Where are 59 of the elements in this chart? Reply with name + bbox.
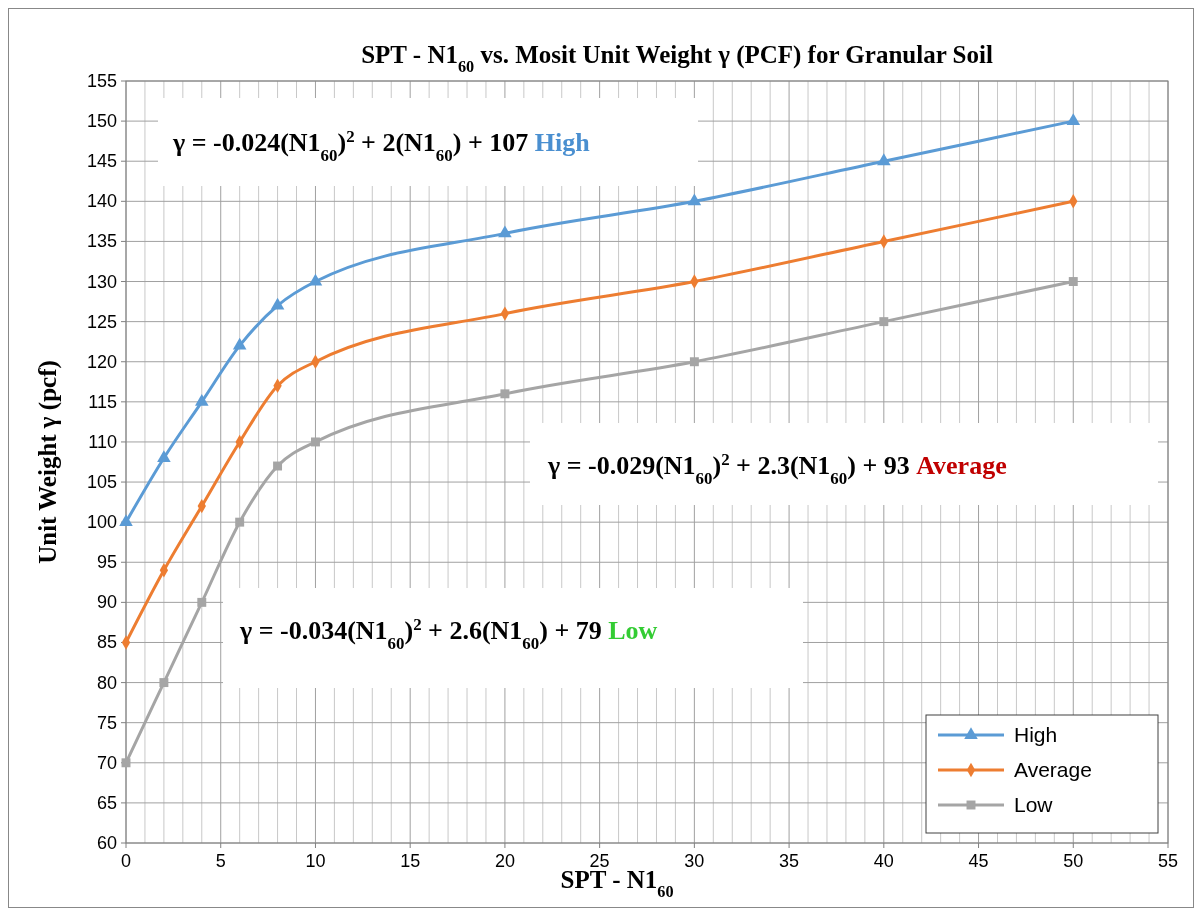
- y-tick-label: 135: [86, 231, 117, 252]
- point: [689, 357, 699, 367]
- point: [308, 273, 323, 286]
- point: [194, 393, 209, 406]
- y-tick-label: 110: [88, 431, 117, 452]
- y-tick-label: 60: [96, 833, 117, 853]
- point: [157, 450, 171, 462]
- y-tick-label: 120: [86, 351, 117, 372]
- y-tick-label: 85: [96, 632, 117, 653]
- y-tick-label: 150: [86, 111, 117, 132]
- point: [1068, 277, 1078, 286]
- annotation: γ = -0.024(N1$_{60}$)$^{2}$ + 2(N1$_{60}$) + 107 High: [172, 126, 591, 165]
- y-tick-label: 95: [96, 552, 117, 573]
- y-tick-label: 145: [86, 151, 117, 172]
- point: [498, 225, 512, 238]
- y-tick-label: 125: [86, 311, 117, 332]
- x-tick-label: 5: [215, 851, 226, 871]
- y-tick-label: 70: [96, 752, 117, 773]
- y-tick-label: 65: [96, 792, 117, 813]
- y-tick-label: 105: [86, 472, 117, 493]
- point: [159, 678, 169, 688]
- x-tick-label: 35: [779, 851, 800, 871]
- x-tick-label: 20: [494, 851, 515, 871]
- annotation: γ = -0.029(N1$_{60}$)$^{2}$ + 2.3(N1$_{60}$) + 93 Average: [547, 449, 1007, 488]
- x-tick-label: 10: [305, 851, 326, 871]
- y-tick-label: 140: [86, 191, 117, 212]
- point: [121, 758, 131, 768]
- x-tick-label: 55: [1157, 851, 1179, 871]
- point: [310, 437, 320, 447]
- chart-title: SPT - N1$_{60}$ vs. Mosit Unit Weight γ (PCF) for Granular Soil: [361, 41, 993, 76]
- x-tick-label: 45: [968, 851, 989, 871]
- point: [119, 514, 133, 527]
- y-tick-label: 75: [96, 712, 117, 733]
- legend-label: Low: [1014, 793, 1054, 816]
- point: [270, 297, 285, 310]
- x-tick-label: 40: [873, 851, 894, 871]
- point: [273, 461, 283, 471]
- point: [687, 193, 702, 206]
- point: [232, 337, 247, 350]
- point: [1066, 113, 1081, 126]
- x-tick-label: 30: [684, 851, 705, 871]
- y-tick-label: 130: [86, 271, 117, 292]
- y-tick-label: 100: [86, 512, 117, 533]
- point: [879, 317, 889, 327]
- y-tick-label: 115: [88, 391, 117, 412]
- point: [500, 389, 510, 399]
- x-tick-label: 50: [1063, 851, 1084, 871]
- x-tick-label: 15: [400, 851, 421, 871]
- point: [877, 153, 891, 166]
- point: [235, 517, 245, 527]
- y-tick-label: 155: [86, 71, 117, 91]
- legend-label: Average: [1014, 758, 1092, 781]
- y-axis-title: Unit Weight γ (pcf): [34, 360, 62, 564]
- point: [197, 597, 207, 607]
- y-tick-label: 90: [96, 592, 117, 613]
- x-tick-label: 0: [120, 851, 132, 871]
- annotation: γ = -0.034(N1$_{60}$)$^{2}$ + 2.6(N1$_{60}$) + 79 Low: [239, 614, 658, 653]
- y-tick-label: 80: [96, 672, 117, 693]
- legend-label: High: [1014, 723, 1058, 746]
